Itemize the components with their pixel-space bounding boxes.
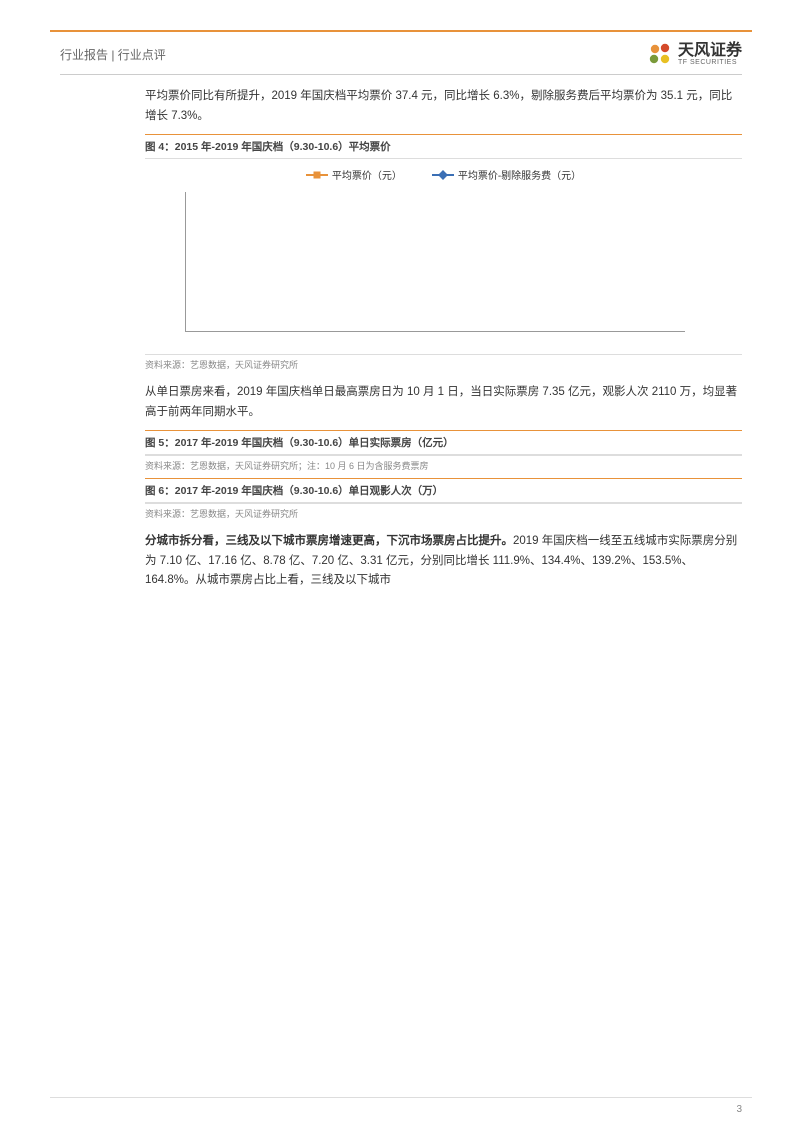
figure-4-source: 资料来源：艺恩数据，天风证券研究所: [145, 354, 742, 371]
legend-item: 平均票价（元）: [306, 167, 402, 182]
logo-text-cn: 天风证券: [678, 43, 742, 59]
chart-legend: 平均票价（元） 平均票价-剔除服务费（元）: [145, 159, 742, 186]
figure-6: 图 6：2017 年-2019 年国庆档（9.30-10.6）单日观影人次（万）…: [145, 478, 742, 520]
page-header: 行业报告 | 行业点评 天风证券 TF SECURITIES: [60, 40, 742, 75]
footer-line: [50, 1097, 752, 1098]
plot-area: [185, 192, 685, 332]
figure-5-title: 图 5：2017 年-2019 年国庆档（9.30-10.6）单日实际票房（亿元…: [145, 430, 742, 455]
figure-4-title: 图 4：2015 年-2019 年国庆档（9.30-10.6）平均票价: [145, 134, 742, 159]
figure-6-source: 资料来源：艺恩数据，天风证券研究所: [145, 503, 742, 520]
logo: 天风证券 TF SECURITIES: [646, 40, 742, 68]
figure-5-source: 资料来源：艺恩数据，天风证券研究所；注：10 月 6 日为含服务费票房: [145, 455, 742, 472]
page-number: 3: [736, 1104, 742, 1115]
legend-label: 平均票价（元）: [332, 167, 402, 182]
top-accent-line: [50, 30, 752, 32]
figure-6-title: 图 6：2017 年-2019 年国庆档（9.30-10.6）单日观影人次（万）: [145, 478, 742, 503]
paragraph-3-lead: 分城市拆分看，三线及以下城市票房增速更高，下沉市场票房占比提升。: [145, 535, 513, 547]
legend-marker: [306, 174, 328, 176]
figure-4: 图 4：2015 年-2019 年国庆档（9.30-10.6）平均票价 平均票价…: [145, 134, 742, 371]
paragraph-2: 从单日票房来看，2019 年国庆档单日最高票房日为 10 月 1 日，当日实际票…: [145, 383, 742, 422]
legend-item: 平均票价-剔除服务费（元）: [432, 167, 581, 182]
figure-4-chart: 平均票价（元） 平均票价-剔除服务费（元）: [145, 159, 742, 332]
paragraph-3: 分城市拆分看，三线及以下城市票房增速更高，下沉市场票房占比提升。2019 年国庆…: [145, 532, 742, 591]
legend-label: 平均票价-剔除服务费（元）: [458, 167, 581, 182]
logo-text-en: TF SECURITIES: [678, 59, 742, 66]
logo-icon: [646, 40, 674, 68]
paragraph-1: 平均票价同比有所提升，2019 年国庆档平均票价 37.4 元，同比增长 6.3…: [145, 87, 742, 126]
legend-marker: [432, 174, 454, 176]
breadcrumb: 行业报告 | 行业点评: [60, 46, 166, 63]
figure-5: 图 5：2017 年-2019 年国庆档（9.30-10.6）单日实际票房（亿元…: [145, 430, 742, 472]
